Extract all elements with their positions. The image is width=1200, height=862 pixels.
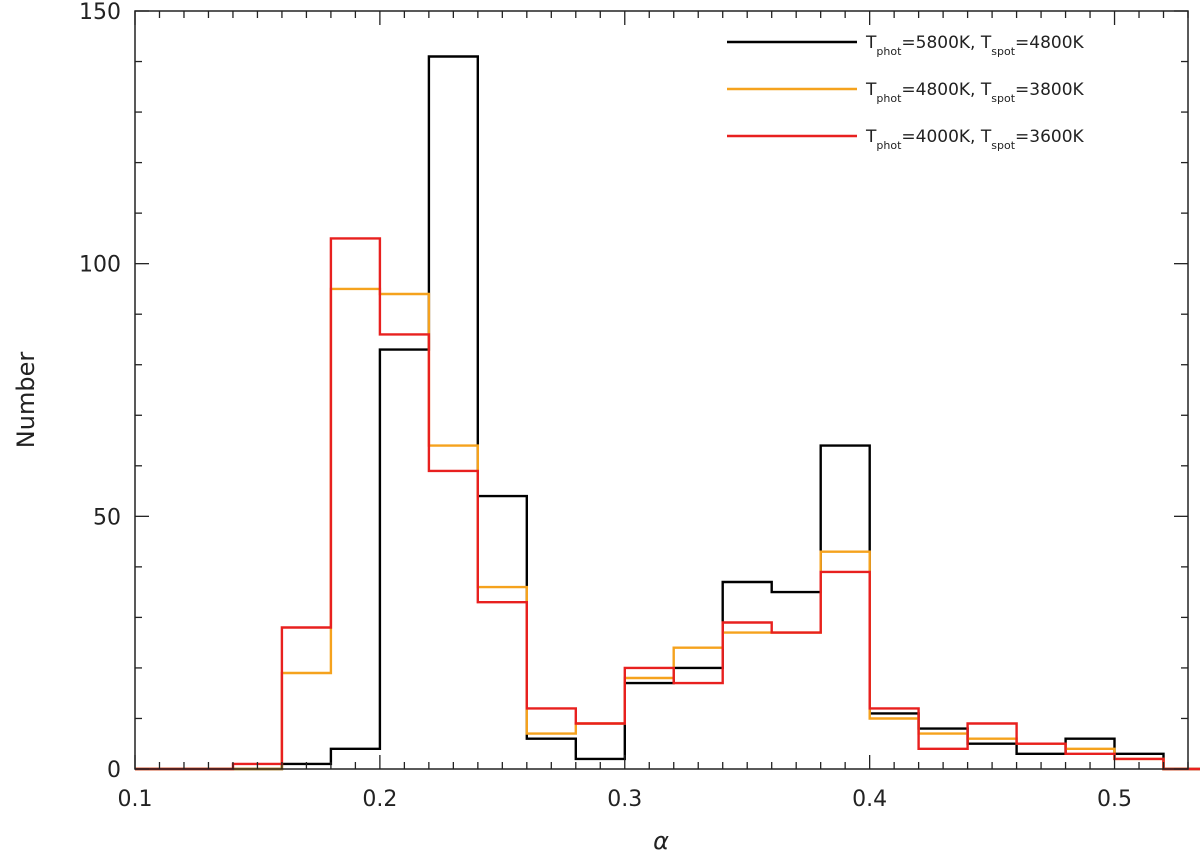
x-tick-label: 0.1 (118, 787, 153, 812)
tick-labels: 0.1 0.2 0.3 0.4 0.5 0 50 100 150 (79, 0, 1132, 812)
x-tick-label: 0.4 (852, 787, 887, 812)
y-axis-title: Number (12, 352, 40, 449)
ticks-layer (134, 10, 1189, 770)
x-axis-title: α (653, 827, 669, 855)
legend-label-s3: Tphot=4000K, Tspot=3600K (865, 127, 1085, 152)
y-tick-label: 0 (107, 758, 121, 783)
legend-label-s2: Tphot=4800K, Tspot=3800K (865, 80, 1085, 105)
legend-label-s1: Tphot=5800K, Tspot=4800K (865, 33, 1085, 58)
y-tick-label: 50 (93, 505, 121, 530)
plot-frame (134, 10, 1189, 770)
x-tick-label: 0.3 (607, 787, 642, 812)
y-tick-label: 150 (79, 0, 121, 25)
x-tick-label: 0.2 (362, 787, 397, 812)
series-layer (135, 55, 1200, 771)
legend: Tphot=5800K, Tspot=4800K Tphot=4800K, Tsp… (727, 33, 1085, 152)
series-s2-line (135, 287, 1200, 771)
series-s1-line (135, 55, 1200, 771)
x-tick-label: 0.5 (1097, 787, 1132, 812)
y-tick-label: 100 (79, 253, 121, 278)
series-s3-line (135, 237, 1200, 771)
